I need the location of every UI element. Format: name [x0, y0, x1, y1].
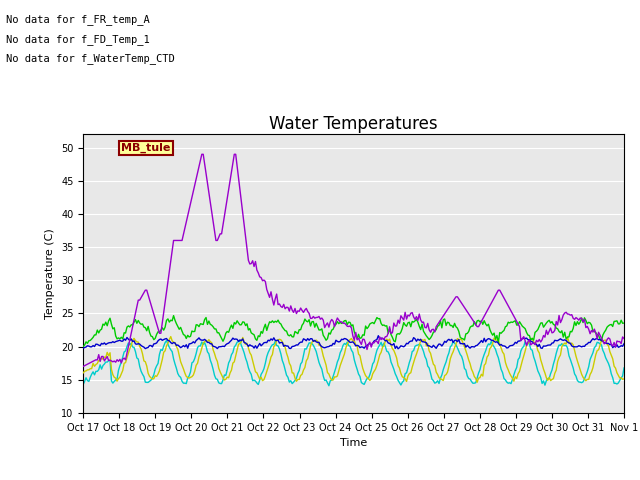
Title: Water Temperatures: Water Temperatures [269, 115, 438, 133]
Y-axis label: Temperature (C): Temperature (C) [45, 228, 56, 319]
Text: MB_tule: MB_tule [121, 143, 170, 153]
X-axis label: Time: Time [340, 438, 367, 448]
Text: No data for f_WaterTemp_CTD: No data for f_WaterTemp_CTD [6, 53, 175, 64]
Text: No data for f_FR_temp_A: No data for f_FR_temp_A [6, 14, 150, 25]
Text: No data for f_FD_Temp_1: No data for f_FD_Temp_1 [6, 34, 150, 45]
